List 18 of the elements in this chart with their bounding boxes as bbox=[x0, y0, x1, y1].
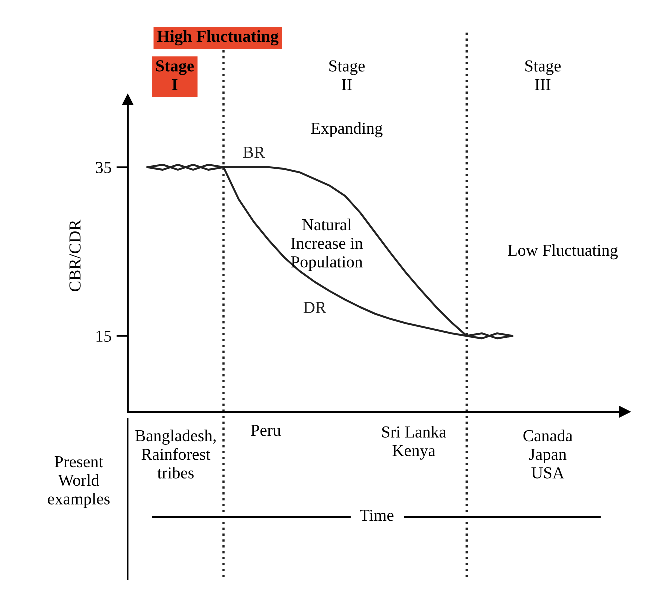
text: Canada Japan USA bbox=[524, 430, 573, 479]
text: Stage III bbox=[526, 60, 561, 90]
y-tick-label: 15 bbox=[96, 330, 112, 342]
text: Stage I bbox=[156, 60, 194, 90]
text: Time bbox=[360, 510, 394, 522]
annotation: Low Fluctuating bbox=[508, 244, 618, 260]
annotation: Expanding bbox=[311, 122, 383, 138]
series-label: BR bbox=[244, 147, 266, 158]
text: Peru bbox=[251, 425, 281, 436]
text: Stage II bbox=[330, 60, 365, 90]
series-label: DR bbox=[304, 302, 326, 314]
y-tick-label: 35 bbox=[96, 162, 112, 174]
annotation: Natural Increase in Population bbox=[291, 218, 364, 272]
text: Bangladesh, Rainforest tribes bbox=[136, 430, 216, 479]
text: Sri Lanka Kenya bbox=[382, 426, 446, 460]
text: High Fluctuating bbox=[157, 30, 279, 46]
text: Present World examples bbox=[48, 456, 110, 508]
y-axis-title: CBR/CDR bbox=[70, 220, 81, 292]
